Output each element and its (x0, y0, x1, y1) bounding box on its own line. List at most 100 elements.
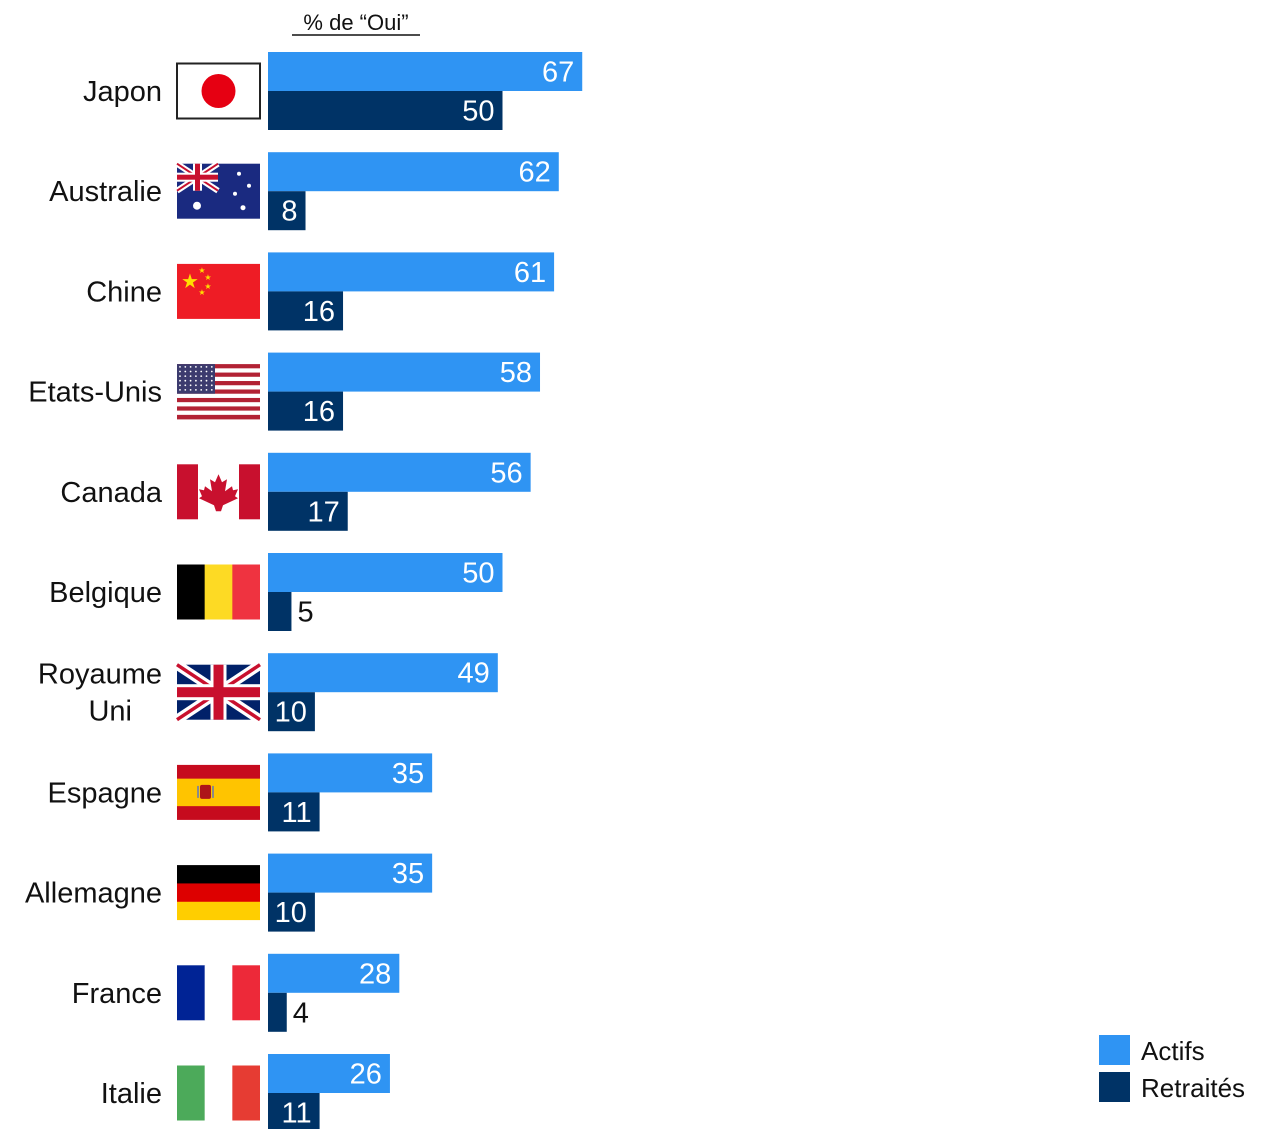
france-flag (177, 965, 260, 1021)
legend-label: Actifs (1141, 1036, 1205, 1066)
bar-group: Belgique 50 5 (49, 553, 503, 631)
data-label: 50 (462, 96, 494, 128)
bar-group: Espagne 35 11 (48, 753, 433, 832)
bar (268, 191, 306, 231)
data-label: 16 (303, 396, 335, 428)
data-label: 49 (458, 658, 490, 690)
italy-flag (177, 1065, 260, 1121)
bar (268, 892, 315, 932)
chart-header: % de “Oui” (303, 10, 408, 35)
category-label: Espagne (48, 777, 163, 809)
bar-group: Japon 67 50 (83, 52, 583, 130)
category-label: Royaume Uni (38, 659, 162, 728)
category-label: Allemagne (25, 878, 162, 910)
bar-group: Allemagne 35 10 (25, 853, 433, 932)
bar-group: Canada 56 17 (60, 452, 531, 531)
uk-flag (174, 660, 263, 724)
data-label: 56 (490, 457, 522, 489)
category-label: Chine (86, 276, 162, 308)
data-label: 28 (359, 958, 391, 990)
category-label: Canada (60, 477, 162, 509)
category-label-line: Italie (101, 1078, 162, 1110)
data-label: 16 (303, 296, 335, 328)
canada-flag (177, 464, 260, 520)
data-label: 11 (281, 1098, 311, 1129)
bar-group: Australie 62 8 (49, 152, 559, 231)
bar (268, 953, 400, 993)
svg-text:★: ★ (198, 288, 205, 297)
belgium-flag (177, 564, 260, 620)
spain-flag (177, 764, 260, 820)
data-label: 10 (275, 897, 307, 929)
bar (268, 553, 503, 592)
bar (268, 452, 531, 492)
data-label: 10 (275, 697, 307, 729)
bar (268, 1093, 320, 1129)
bar (268, 152, 559, 192)
bar (268, 753, 433, 793)
bar-group: Royaume Uni 49 10 (38, 653, 498, 732)
category-label-line: Allemagne (25, 878, 162, 910)
category-label-line: Chine (86, 276, 162, 308)
bar (268, 291, 344, 331)
category-label-line: Royaume (38, 659, 162, 691)
data-label: 17 (307, 496, 339, 528)
bar (268, 91, 503, 130)
category-label: Japon (83, 76, 162, 108)
japan-flag (176, 62, 261, 120)
category-label-line: France (72, 978, 162, 1010)
australia-flag (175, 161, 260, 219)
bar (268, 391, 344, 431)
bar-group: Italie 26 11 (101, 1054, 390, 1129)
data-label: 26 (350, 1059, 382, 1091)
category-label: Australie (49, 176, 162, 208)
category-label-line: Japon (83, 76, 162, 108)
bar-group: Etats-Unis 58 16 (28, 352, 541, 431)
category-label-line: Belgique (49, 577, 162, 609)
svg-text:★: ★ (204, 282, 211, 291)
data-label: 4 (293, 997, 309, 1029)
bar-group: France 28 4 (72, 953, 400, 1032)
svg-text:★: ★ (181, 271, 199, 293)
data-label: 61 (514, 257, 546, 289)
bar (268, 52, 583, 91)
category-label-line: Canada (60, 477, 162, 509)
data-label: 35 (392, 758, 424, 790)
legend: Actifs Retraités (1099, 1035, 1245, 1103)
data-label: 58 (500, 357, 532, 389)
category-label: Belgique (49, 577, 162, 609)
bar-group: Chine ★★★★★ 61 16 (86, 252, 555, 331)
bar (268, 592, 292, 631)
bar (268, 252, 555, 292)
category-label-line: Espagne (48, 777, 163, 809)
bar (268, 1054, 390, 1093)
bar (268, 491, 348, 531)
data-label: 35 (392, 858, 424, 890)
svg-text:★: ★ (198, 266, 205, 275)
bar (268, 992, 287, 1032)
bar (268, 853, 433, 893)
germany-flag (177, 865, 260, 921)
category-label-line: Etats-Unis (28, 377, 162, 409)
china-flag: ★★★★★ (177, 263, 260, 319)
bar (268, 792, 320, 832)
category-label: Italie (101, 1078, 162, 1110)
category-label: France (72, 978, 162, 1010)
data-label: 8 (281, 196, 297, 228)
category-label-line: Australie (49, 176, 162, 208)
bar (268, 692, 315, 732)
usa-flag (177, 364, 260, 420)
data-label: 5 (297, 597, 313, 629)
bar (268, 352, 541, 392)
data-label: 62 (519, 157, 551, 189)
legend-swatch (1099, 1072, 1130, 1102)
bar (268, 653, 498, 693)
category-label: Etats-Unis (28, 377, 162, 409)
data-label: 50 (462, 558, 494, 590)
data-label: 67 (542, 57, 574, 89)
legend-label: Retraités (1141, 1073, 1245, 1103)
category-label-line: Uni (88, 696, 132, 728)
data-label: 11 (281, 797, 311, 829)
